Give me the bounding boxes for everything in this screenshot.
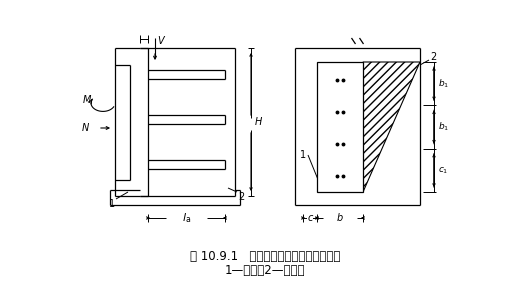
Polygon shape (363, 62, 420, 192)
Text: 2: 2 (238, 192, 244, 202)
Text: $l_{\rm a}$: $l_{\rm a}$ (182, 211, 191, 225)
Text: H: H (255, 117, 262, 127)
Text: 2: 2 (430, 52, 436, 62)
Text: N: N (82, 123, 89, 133)
Text: $c_{\rm 1}$: $c_{\rm 1}$ (438, 165, 448, 176)
Text: 1—锚板；2—直锚筋: 1—锚板；2—直锚筋 (225, 264, 305, 278)
Text: 图 10.9.1   由锚板和直锚筋组成的预埋件: 图 10.9.1 由锚板和直锚筋组成的预埋件 (190, 250, 340, 262)
Text: V: V (157, 36, 164, 46)
Text: 1: 1 (300, 150, 306, 160)
Text: M: M (83, 95, 91, 105)
Text: b: b (337, 213, 343, 223)
Text: $b_{\rm 1}$: $b_{\rm 1}$ (438, 78, 449, 90)
Text: $b_{\rm 1}$: $b_{\rm 1}$ (438, 121, 449, 133)
Text: c: c (307, 213, 313, 223)
Text: 1: 1 (109, 199, 115, 209)
Bar (317, 62, 363, 192)
